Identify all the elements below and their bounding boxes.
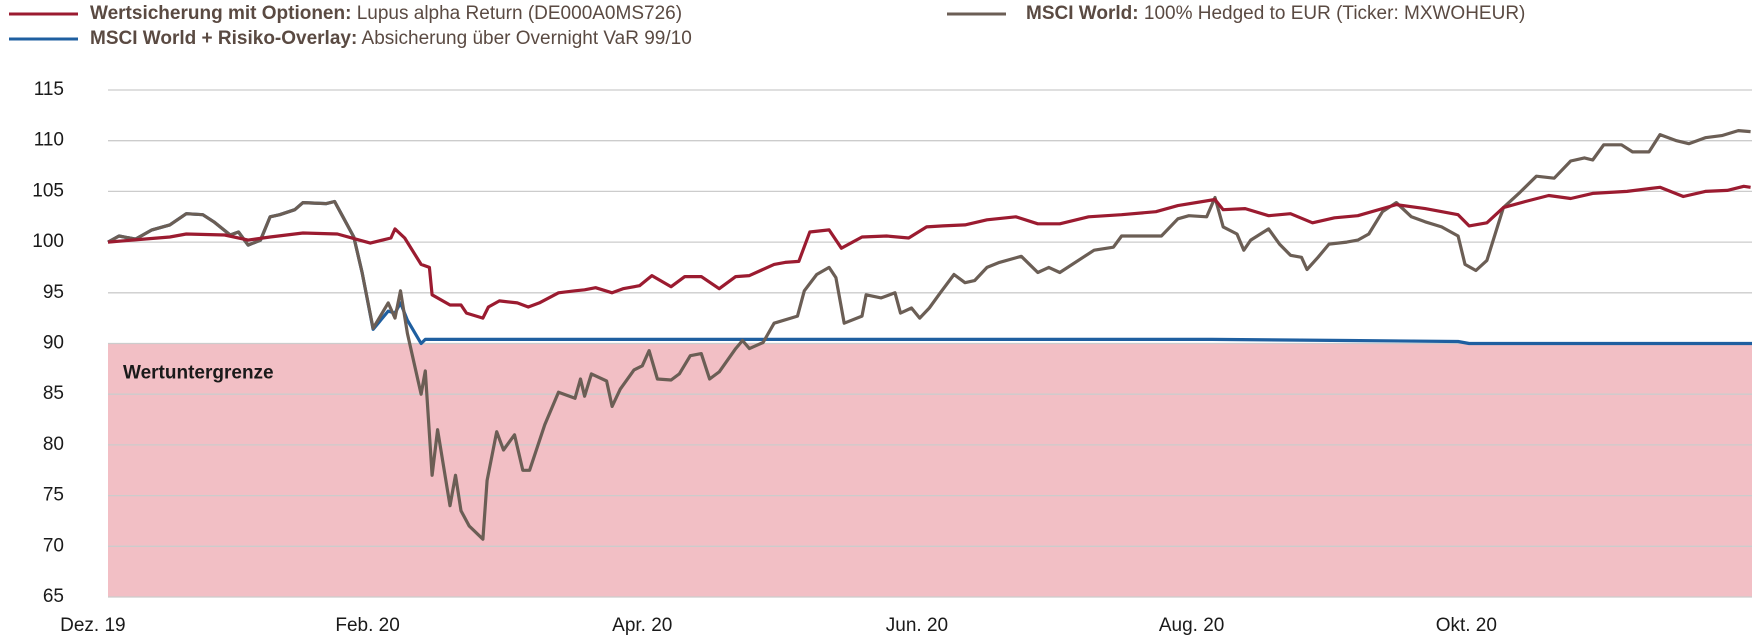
legend: Wertsicherung mit Optionen: Lupus alpha …	[9, 3, 1525, 49]
legend-name: Wertsicherung mit Optionen:	[90, 3, 351, 24]
legend-entry: MSCI World + Risiko-Overlay: Absicherung…	[90, 28, 692, 49]
x-tick-label: Dez. 19	[60, 615, 125, 636]
y-tick-label: 70	[43, 535, 64, 556]
legend-entry: Wertsicherung mit Optionen: Lupus alpha …	[90, 3, 682, 24]
x-tick-label: Jun. 20	[886, 615, 948, 636]
y-tick-label: 80	[43, 434, 64, 455]
y-tick-label: 115	[34, 79, 64, 100]
y-tick-label: 75	[43, 485, 64, 506]
x-tick-label: Apr. 20	[612, 615, 672, 636]
series-line	[107, 199, 1752, 346]
legend-description: Absicherung über Overnight VaR 99/10	[362, 28, 692, 49]
y-tick-label: 65	[43, 586, 64, 607]
legend-name: MSCI World:	[1026, 3, 1139, 24]
y-tick-label: 110	[34, 130, 64, 151]
x-tick-label: Aug. 20	[1159, 615, 1225, 636]
y-tick-label: 105	[32, 180, 64, 201]
y-tick-label: 95	[43, 282, 64, 303]
y-tick-label: 85	[43, 383, 64, 404]
legend-name: MSCI World + Risiko-Overlay:	[90, 28, 357, 49]
y-tick-label: 100	[32, 231, 64, 252]
floor-zone	[108, 343, 1752, 597]
legend-description: 100% Hedged to EUR (Ticker: MXWOHEUR)	[1144, 3, 1526, 24]
x-tick-label: Feb. 20	[335, 615, 399, 636]
legend-entry: MSCI World: 100% Hedged to EUR (Ticker: …	[1026, 3, 1525, 24]
series-line	[107, 184, 1751, 320]
series-line	[107, 129, 1751, 541]
x-tick-label: Okt. 20	[1436, 615, 1497, 636]
annotation: Wertuntergrenze	[123, 363, 274, 384]
legend-description: Lupus alpha Return (DE000A0MS726)	[357, 3, 682, 24]
y-tick-label: 90	[43, 333, 64, 354]
